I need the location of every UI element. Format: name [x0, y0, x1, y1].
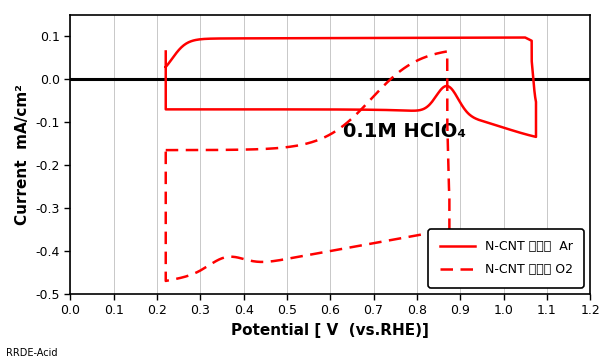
- N-CNT 開口済  Ar: [478, 119, 485, 123]
- N-CNT 開口済  Ar: [325, 36, 333, 40]
- N-CNT 開口済  Ar: [522, 35, 529, 40]
- N-CNT 開口済 O2: [416, 233, 424, 237]
- N-CNT 開口済  Ar: [513, 130, 520, 134]
- N-CNT 開口済 O2: [162, 279, 169, 283]
- N-CNT 開口済  Ar: [533, 135, 540, 139]
- N-CNT 開口済 O2: [314, 138, 322, 142]
- Y-axis label: Current  mA/cm²: Current mA/cm²: [15, 84, 30, 225]
- N-CNT 開口済  Ar: [162, 49, 169, 54]
- N-CNT 開口済  Ar: [162, 65, 169, 69]
- Text: RRDE-Acid: RRDE-Acid: [6, 348, 58, 358]
- N-CNT 開口済  Ar: [389, 108, 397, 112]
- Text: 0.1M HClO₄: 0.1M HClO₄: [343, 122, 466, 141]
- N-CNT 開口済 O2: [238, 256, 245, 261]
- N-CNT 開口済 O2: [433, 230, 440, 234]
- X-axis label: Potential [ V  (vs.RHE)]: Potential [ V (vs.RHE)]: [231, 323, 429, 338]
- N-CNT 開口済  Ar: [189, 107, 197, 112]
- Legend: N-CNT 開口済  Ar, N-CNT 開口済 O2: N-CNT 開口済 Ar, N-CNT 開口済 O2: [429, 229, 584, 288]
- N-CNT 開口済 O2: [162, 148, 169, 152]
- N-CNT 開口済 O2: [162, 148, 169, 152]
- N-CNT 開口済 O2: [250, 147, 257, 152]
- N-CNT 開口済  Ar: [443, 84, 450, 88]
- Line: N-CNT 開口済  Ar: N-CNT 開口済 Ar: [165, 37, 536, 137]
- Line: N-CNT 開口済 O2: N-CNT 開口済 O2: [165, 51, 450, 281]
- N-CNT 開口済 O2: [443, 49, 451, 54]
- N-CNT 開口済 O2: [403, 64, 410, 69]
